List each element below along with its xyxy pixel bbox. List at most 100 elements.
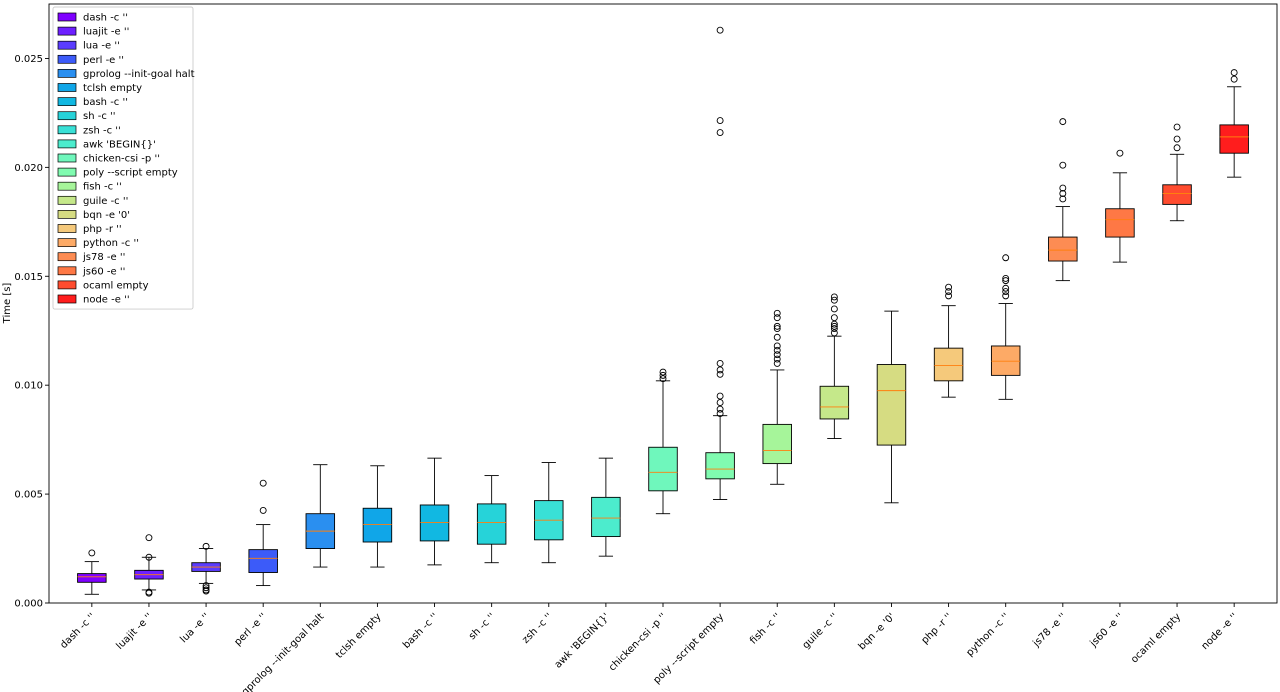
outlier-point [1173, 123, 1181, 131]
outlier-point [1002, 277, 1010, 285]
box-group [1219, 69, 1249, 178]
box-group [362, 465, 393, 568]
legend-item: js78 -e '' [57, 252, 125, 263]
outlier-point [1002, 254, 1010, 262]
outlier-point [1059, 118, 1067, 126]
box [648, 446, 678, 492]
legend-label: chicken-csi -p '' [83, 154, 160, 165]
legend-item: js60 -e '' [57, 266, 125, 277]
box-group [819, 293, 850, 439]
outlier-point [830, 296, 838, 304]
outlier-point [830, 314, 838, 322]
legend-item: luajit -e '' [57, 26, 129, 38]
legend-swatch [57, 69, 77, 78]
legend-label: js78 -e '' [82, 252, 125, 263]
box-group [534, 462, 564, 564]
legend-label: awk 'BEGIN{}' [83, 139, 156, 150]
y-axis: 0.000 0.005 0.010 0.015 0.020 0.025 [14, 54, 49, 610]
legend-swatch [57, 252, 77, 262]
outlier-point [1173, 135, 1181, 143]
outlier-point [773, 351, 781, 359]
outlier-point [773, 342, 781, 350]
legend-label: perl -e '' [83, 55, 124, 66]
outlier-point [1002, 292, 1010, 300]
legend-item: gprolog --init-goal halt [57, 69, 195, 80]
legend-swatch [57, 26, 77, 36]
outlier-point [1002, 284, 1010, 292]
legend-swatch [57, 40, 77, 50]
box [591, 496, 621, 538]
legend-label: guile -c '' [83, 196, 128, 207]
legend-label: js60 -e '' [82, 266, 125, 277]
legend-label: tclsh empty [83, 83, 142, 94]
outlier-point [945, 292, 953, 300]
outlier-point [773, 325, 781, 332]
legend-swatch [57, 97, 77, 106]
outlier-point [716, 117, 724, 124]
box-group [762, 309, 792, 485]
y-tick-label: 0.015 [14, 272, 43, 283]
legend-label: php -r '' [83, 224, 122, 235]
box-group [77, 549, 107, 595]
box [705, 452, 735, 480]
legend-item: bqn -e '0' [57, 210, 130, 221]
legend-swatch [57, 125, 77, 135]
legend-swatch [57, 83, 77, 92]
box-group [705, 26, 735, 500]
outlier-point [830, 293, 838, 301]
outlier-point [945, 288, 953, 295]
outlier-point [1173, 144, 1181, 152]
box [476, 503, 507, 545]
outlier-point [716, 392, 724, 400]
outlier-point [145, 534, 153, 542]
legend-item: fish -c '' [57, 182, 122, 193]
legend-swatch [57, 195, 77, 205]
outlier-point [145, 553, 153, 561]
legend-swatch [57, 12, 77, 22]
outlier-point [945, 283, 953, 291]
legend-item: perl -e '' [57, 55, 124, 66]
outlier-point [830, 320, 838, 328]
outlier-point [202, 587, 210, 595]
outlier-point [1002, 275, 1010, 282]
legend-swatch [57, 224, 77, 233]
legend-item: chicken-csi -p '' [57, 153, 160, 165]
legend-item: zsh -c '' [57, 125, 121, 136]
legend-item: ocaml empty [57, 280, 149, 291]
outlier-point [202, 584, 210, 592]
legend-swatch [57, 111, 77, 121]
legend-swatch [57, 266, 77, 276]
outlier-point [773, 309, 781, 317]
box [1105, 208, 1135, 238]
legend-label: fish -c '' [83, 182, 122, 193]
box-group [1048, 118, 1078, 282]
box [419, 504, 450, 542]
box-group [248, 479, 278, 587]
legend-label: bqn -e '0' [83, 210, 130, 221]
legend-label: sh -c '' [83, 111, 116, 122]
boxes-layer [77, 26, 1249, 597]
outlier-point [659, 368, 667, 376]
legend-swatch [57, 153, 77, 163]
legend-item: dash -c '' [57, 12, 128, 24]
box-group [648, 368, 678, 515]
box-group [876, 310, 907, 504]
outlier-point [830, 305, 838, 313]
legend-label: python -c '' [83, 238, 139, 249]
outlier-point [202, 582, 210, 590]
box-group [305, 464, 336, 568]
box [933, 347, 964, 382]
legend-swatch [57, 167, 77, 177]
legend-item: lua -e '' [57, 40, 120, 52]
box [1048, 236, 1078, 262]
box [1162, 184, 1192, 205]
y-tick-label: 0.020 [14, 163, 43, 174]
outlier-point [830, 329, 838, 337]
box-group [419, 457, 450, 566]
outlier-point [1059, 195, 1067, 203]
legend-item: sh -c '' [57, 111, 116, 122]
outlier-point [1230, 75, 1238, 83]
outlier-point [830, 325, 838, 332]
legend-swatch [57, 294, 77, 304]
box-group [933, 283, 964, 398]
